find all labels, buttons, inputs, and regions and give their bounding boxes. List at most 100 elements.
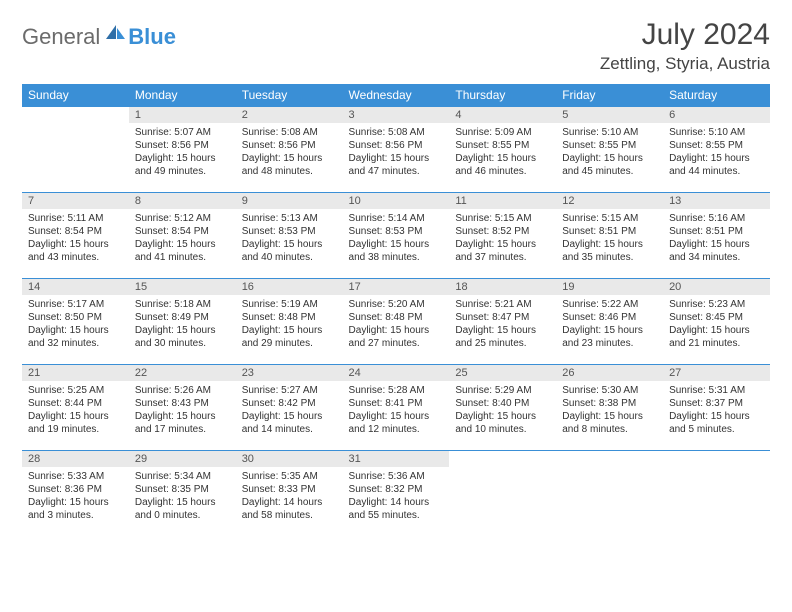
calendar-cell: 17Sunrise: 5:20 AMSunset: 8:48 PMDayligh… bbox=[343, 279, 450, 365]
calendar-cell: 21Sunrise: 5:25 AMSunset: 8:44 PMDayligh… bbox=[22, 365, 129, 451]
calendar-body: 1Sunrise: 5:07 AMSunset: 8:56 PMDaylight… bbox=[22, 107, 770, 537]
sunrise-text: Sunrise: 5:21 AM bbox=[455, 298, 550, 311]
daylight-text: Daylight: 15 hours and 23 minutes. bbox=[562, 324, 657, 350]
daylight-text: Daylight: 15 hours and 8 minutes. bbox=[562, 410, 657, 436]
sunrise-text: Sunrise: 5:14 AM bbox=[349, 212, 444, 225]
sunset-text: Sunset: 8:51 PM bbox=[562, 225, 657, 238]
calendar-cell: 23Sunrise: 5:27 AMSunset: 8:42 PMDayligh… bbox=[236, 365, 343, 451]
day-number: 5 bbox=[556, 107, 663, 123]
day-number: 11 bbox=[449, 193, 556, 209]
sunrise-text: Sunrise: 5:08 AM bbox=[242, 126, 337, 139]
sunset-text: Sunset: 8:50 PM bbox=[28, 311, 123, 324]
calendar-row: 21Sunrise: 5:25 AMSunset: 8:44 PMDayligh… bbox=[22, 365, 770, 451]
sail-icon bbox=[104, 23, 126, 46]
calendar-cell: 10Sunrise: 5:14 AMSunset: 8:53 PMDayligh… bbox=[343, 193, 450, 279]
day-content: Sunrise: 5:15 AMSunset: 8:52 PMDaylight:… bbox=[449, 209, 556, 268]
sunrise-text: Sunrise: 5:31 AM bbox=[669, 384, 764, 397]
day-number: 19 bbox=[556, 279, 663, 295]
day-content: Sunrise: 5:17 AMSunset: 8:50 PMDaylight:… bbox=[22, 295, 129, 354]
sunrise-text: Sunrise: 5:10 AM bbox=[562, 126, 657, 139]
sunset-text: Sunset: 8:47 PM bbox=[455, 311, 550, 324]
daylight-text: Daylight: 15 hours and 46 minutes. bbox=[455, 152, 550, 178]
calendar-cell: 15Sunrise: 5:18 AMSunset: 8:49 PMDayligh… bbox=[129, 279, 236, 365]
weekday-header: Thursday bbox=[449, 84, 556, 107]
calendar-table: Sunday Monday Tuesday Wednesday Thursday… bbox=[22, 84, 770, 537]
daylight-text: Daylight: 15 hours and 29 minutes. bbox=[242, 324, 337, 350]
calendar-cell: 30Sunrise: 5:35 AMSunset: 8:33 PMDayligh… bbox=[236, 451, 343, 537]
day-content: Sunrise: 5:31 AMSunset: 8:37 PMDaylight:… bbox=[663, 381, 770, 440]
location: Zettling, Styria, Austria bbox=[600, 54, 770, 74]
sunset-text: Sunset: 8:48 PM bbox=[242, 311, 337, 324]
day-content: Sunrise: 5:27 AMSunset: 8:42 PMDaylight:… bbox=[236, 381, 343, 440]
logo-text-general: General bbox=[22, 24, 100, 50]
day-number: 15 bbox=[129, 279, 236, 295]
day-content: Sunrise: 5:20 AMSunset: 8:48 PMDaylight:… bbox=[343, 295, 450, 354]
calendar-cell: 11Sunrise: 5:15 AMSunset: 8:52 PMDayligh… bbox=[449, 193, 556, 279]
calendar-cell: 25Sunrise: 5:29 AMSunset: 8:40 PMDayligh… bbox=[449, 365, 556, 451]
daylight-text: Daylight: 15 hours and 47 minutes. bbox=[349, 152, 444, 178]
calendar-cell: 12Sunrise: 5:15 AMSunset: 8:51 PMDayligh… bbox=[556, 193, 663, 279]
header: General Blue July 2024 Zettling, Styria,… bbox=[22, 18, 770, 74]
day-number: 22 bbox=[129, 365, 236, 381]
daylight-text: Daylight: 15 hours and 45 minutes. bbox=[562, 152, 657, 178]
daylight-text: Daylight: 15 hours and 25 minutes. bbox=[455, 324, 550, 350]
calendar-cell: 14Sunrise: 5:17 AMSunset: 8:50 PMDayligh… bbox=[22, 279, 129, 365]
sunset-text: Sunset: 8:48 PM bbox=[349, 311, 444, 324]
day-number bbox=[449, 451, 556, 467]
day-number: 31 bbox=[343, 451, 450, 467]
sunrise-text: Sunrise: 5:09 AM bbox=[455, 126, 550, 139]
day-number: 27 bbox=[663, 365, 770, 381]
calendar-cell: 6Sunrise: 5:10 AMSunset: 8:55 PMDaylight… bbox=[663, 107, 770, 193]
daylight-text: Daylight: 15 hours and 14 minutes. bbox=[242, 410, 337, 436]
day-number: 8 bbox=[129, 193, 236, 209]
day-number: 1 bbox=[129, 107, 236, 123]
sunset-text: Sunset: 8:51 PM bbox=[669, 225, 764, 238]
calendar-row: 14Sunrise: 5:17 AMSunset: 8:50 PMDayligh… bbox=[22, 279, 770, 365]
calendar-cell: 2Sunrise: 5:08 AMSunset: 8:56 PMDaylight… bbox=[236, 107, 343, 193]
sunrise-text: Sunrise: 5:28 AM bbox=[349, 384, 444, 397]
calendar-cell: 31Sunrise: 5:36 AMSunset: 8:32 PMDayligh… bbox=[343, 451, 450, 537]
daylight-text: Daylight: 15 hours and 48 minutes. bbox=[242, 152, 337, 178]
weekday-header-row: Sunday Monday Tuesday Wednesday Thursday… bbox=[22, 84, 770, 107]
day-number: 4 bbox=[449, 107, 556, 123]
daylight-text: Daylight: 15 hours and 40 minutes. bbox=[242, 238, 337, 264]
calendar-cell: 5 Sunrise: 5:10 AMSunset: 8:55 PMDaylight… bbox=[556, 107, 663, 193]
day-content: Sunrise: 5:30 AMSunset: 8:38 PMDaylight:… bbox=[556, 381, 663, 440]
day-content: Sunrise: 5:08 AMSunset: 8:56 PMDaylight:… bbox=[343, 123, 450, 182]
sunset-text: Sunset: 8:55 PM bbox=[562, 139, 657, 152]
daylight-text: Daylight: 15 hours and 37 minutes. bbox=[455, 238, 550, 264]
daylight-text: Daylight: 15 hours and 21 minutes. bbox=[669, 324, 764, 350]
weekday-header: Monday bbox=[129, 84, 236, 107]
day-number: 6 bbox=[663, 107, 770, 123]
sunrise-text: Sunrise: 5:17 AM bbox=[28, 298, 123, 311]
calendar-cell: 26Sunrise: 5:30 AMSunset: 8:38 PMDayligh… bbox=[556, 365, 663, 451]
day-number: 18 bbox=[449, 279, 556, 295]
daylight-text: Daylight: 15 hours and 35 minutes. bbox=[562, 238, 657, 264]
month-title: July 2024 bbox=[600, 18, 770, 52]
day-number bbox=[22, 107, 129, 123]
day-number: 9 bbox=[236, 193, 343, 209]
calendar-cell: 3Sunrise: 5:08 AMSunset: 8:56 PMDaylight… bbox=[343, 107, 450, 193]
sunset-text: Sunset: 8:44 PM bbox=[28, 397, 123, 410]
sunrise-text: Sunrise: 5:34 AM bbox=[135, 470, 230, 483]
day-number: 28 bbox=[22, 451, 129, 467]
calendar-cell: 29Sunrise: 5:34 AMSunset: 8:35 PMDayligh… bbox=[129, 451, 236, 537]
daylight-text: Daylight: 15 hours and 49 minutes. bbox=[135, 152, 230, 178]
day-content: Sunrise: 5:35 AMSunset: 8:33 PMDaylight:… bbox=[236, 467, 343, 526]
day-content: Sunrise: 5:13 AMSunset: 8:53 PMDaylight:… bbox=[236, 209, 343, 268]
calendar-cell: 20Sunrise: 5:23 AMSunset: 8:45 PMDayligh… bbox=[663, 279, 770, 365]
day-content: Sunrise: 5:36 AMSunset: 8:32 PMDaylight:… bbox=[343, 467, 450, 526]
daylight-text: Daylight: 15 hours and 41 minutes. bbox=[135, 238, 230, 264]
sunset-text: Sunset: 8:40 PM bbox=[455, 397, 550, 410]
day-number: 23 bbox=[236, 365, 343, 381]
daylight-text: Daylight: 15 hours and 3 minutes. bbox=[28, 496, 123, 522]
sunset-text: Sunset: 8:38 PM bbox=[562, 397, 657, 410]
sunset-text: Sunset: 8:54 PM bbox=[28, 225, 123, 238]
calendar-row: 1Sunrise: 5:07 AMSunset: 8:56 PMDaylight… bbox=[22, 107, 770, 193]
day-number: 13 bbox=[663, 193, 770, 209]
day-number: 20 bbox=[663, 279, 770, 295]
sunset-text: Sunset: 8:55 PM bbox=[455, 139, 550, 152]
calendar-cell: 19Sunrise: 5:22 AMSunset: 8:46 PMDayligh… bbox=[556, 279, 663, 365]
sunset-text: Sunset: 8:54 PM bbox=[135, 225, 230, 238]
daylight-text: Daylight: 15 hours and 0 minutes. bbox=[135, 496, 230, 522]
